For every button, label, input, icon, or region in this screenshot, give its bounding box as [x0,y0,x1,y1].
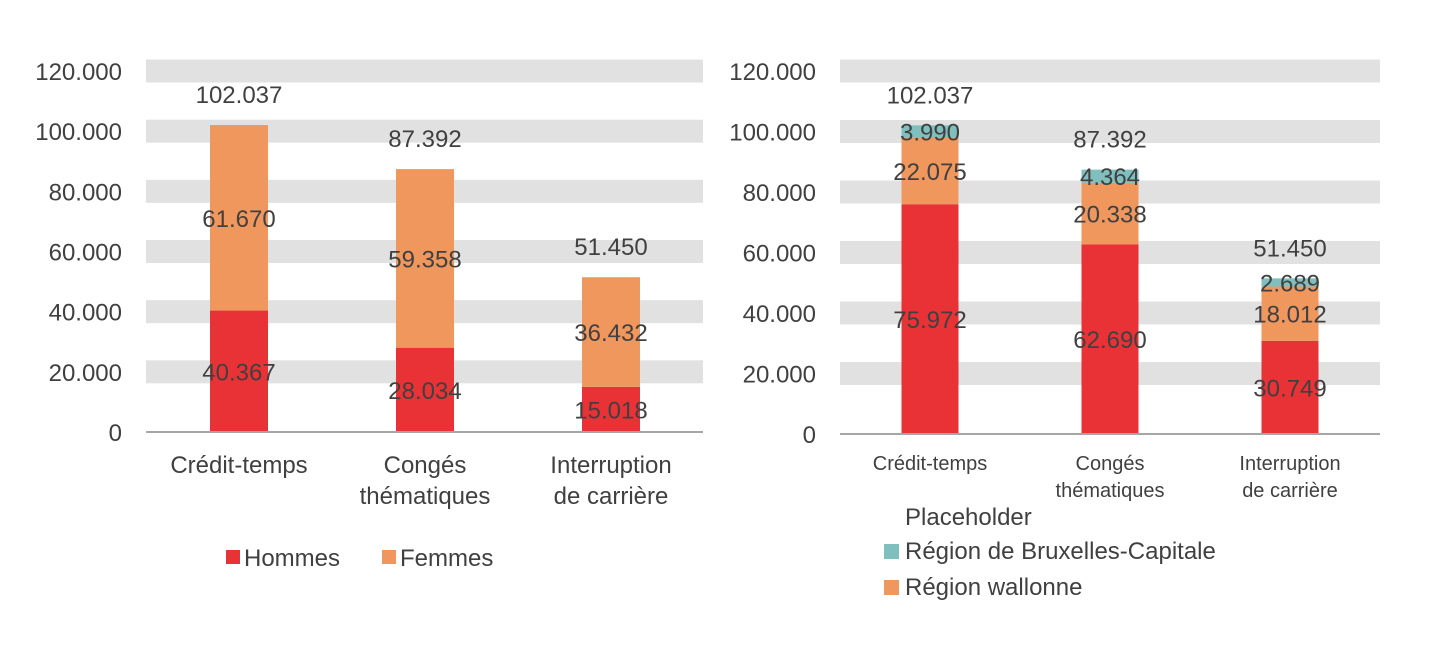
legend-chart-2: Placeholder Région de Bruxelles-Capitale R… [884,504,1216,601]
bar-segment [396,347,454,432]
x-tick-label: Congés [384,452,467,479]
x-tick-label: thématiques [1056,480,1165,502]
legend-title: Placeholder [905,504,1032,531]
chart-1: 0 20.000 40.000 60.000 80.000 100.000 120.000 4… [35,59,703,510]
legend-swatch [382,550,396,564]
legend-swatch [226,550,240,564]
gridline-band [840,120,1380,143]
y-tick-label: 20.000 [49,360,122,387]
data-label: 22.075 [893,159,966,186]
gridline-band [840,59,1380,83]
x-tick-label: Interruption [550,452,671,479]
bar-segment [1261,286,1319,341]
bar-segment [1261,340,1319,434]
data-label: 30.749 [1253,375,1326,402]
legend-label: Femmes [400,545,493,572]
data-label: 36.432 [574,320,647,347]
legend-label: Région wallonne [905,574,1082,601]
bar-segment [1081,244,1139,434]
data-label: 61.670 [202,206,275,233]
bar-segment [901,204,959,434]
bar-segment [210,125,268,311]
bar-segment [582,277,640,387]
y-tick-label: 60.000 [743,241,816,268]
data-label: 28.034 [388,378,461,405]
data-label: 4.364 [1080,164,1140,191]
total-label: 87.392 [1073,127,1146,154]
x-tick-label: Crédit-temps [873,453,987,475]
bar-segment [901,137,959,205]
y-tick-label: 100.000 [35,119,122,146]
legend-chart-1: Hommes Femmes [226,545,493,572]
legend-swatch [884,544,899,559]
y-tick-label: 120.000 [729,59,816,86]
bar-segment [210,310,268,432]
y-tick-label: 100.000 [729,120,816,147]
bar-segment [901,125,959,138]
gridline-band [146,119,703,143]
total-label: 102.037 [887,82,974,109]
y-tick-label: 0 [803,422,816,449]
legend-label: Hommes [244,545,340,572]
y-tick-label: 0 [109,420,122,447]
y-tick-label: 80.000 [743,180,816,207]
x-tick-label: de carrière [1242,480,1338,502]
data-label: 40.367 [202,359,275,386]
y-tick-label: 40.000 [49,300,122,327]
data-label: 18.012 [1253,302,1326,329]
bar-segment [582,386,640,432]
data-label: 75.972 [893,307,966,334]
x-tick-label: de carrière [554,483,669,510]
total-label: 51.450 [1253,235,1326,262]
legend-label: Région de Bruxelles-Capitale [905,538,1216,565]
total-label: 87.392 [388,126,461,153]
x-tick-label: thématiques [360,483,491,510]
legend-swatch [884,580,899,595]
data-label: 59.358 [388,246,461,273]
gridline-band [146,59,703,83]
data-label: 20.338 [1073,202,1146,229]
bar-segment [396,169,454,348]
data-label: 2.689 [1260,270,1320,297]
x-tick-label: Congés [1076,453,1145,475]
y-tick-label: 80.000 [49,179,122,206]
bar-segment [1261,278,1319,287]
bar-segment [1081,169,1139,183]
y-tick-label: 60.000 [49,240,122,267]
total-label: 102.037 [196,82,283,109]
data-label: 62.690 [1073,327,1146,354]
bar-segment [1081,182,1139,245]
y-tick-label: 120.000 [35,59,122,86]
total-label: 51.450 [574,234,647,261]
x-tick-label: Interruption [1239,453,1340,475]
data-label: 3.990 [900,119,960,146]
data-label: 15.018 [574,397,647,424]
y-tick-label: 20.000 [743,362,816,389]
y-tick-label: 40.000 [743,301,816,328]
x-tick-label: Crédit-temps [170,452,307,479]
chart-2: 0 20.000 40.000 60.000 80.000 100.000 120.000 7… [729,59,1380,502]
